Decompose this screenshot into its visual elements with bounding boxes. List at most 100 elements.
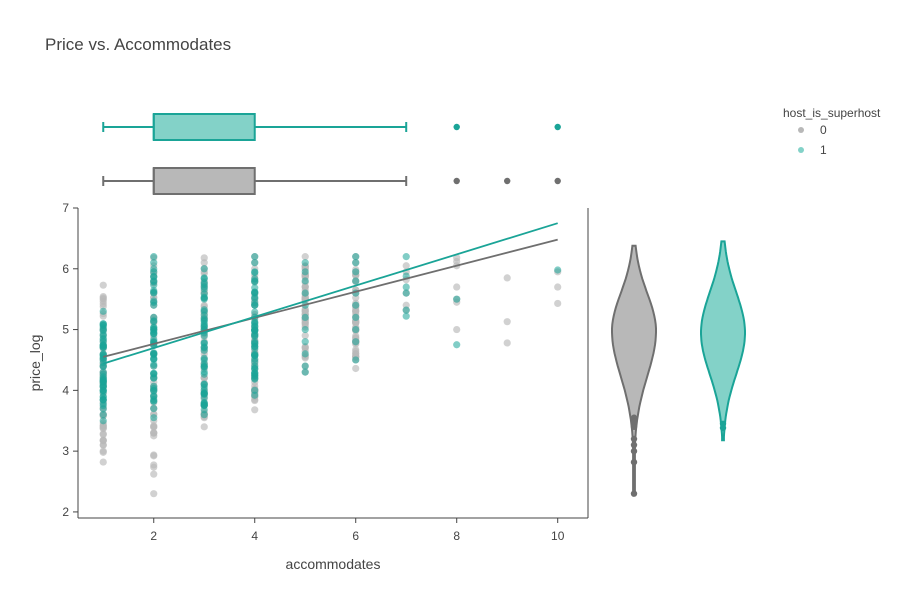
- data-point-series-0: [352, 345, 360, 354]
- marginal-violin-plots: [611, 240, 746, 497]
- data-point-series-1: [99, 307, 107, 315]
- data-point-series-1: [200, 400, 208, 408]
- data-point-series-1: [251, 322, 259, 330]
- data-point-series-1: [99, 343, 107, 351]
- violin-body-series-0: [611, 244, 657, 495]
- data-point-series-1: [251, 253, 259, 261]
- data-point-series-1: [200, 370, 208, 378]
- trend-lines: [102, 222, 558, 365]
- data-point-series-1: [150, 336, 158, 344]
- data-point-series-0: [301, 332, 309, 340]
- axes: 2 4 6 8 10 2 3 4 5 6 7: [62, 201, 589, 543]
- legend-marker-1: [798, 147, 804, 153]
- data-point-series-1: [150, 265, 158, 273]
- data-point-series-1: [200, 274, 208, 283]
- marginal-box-plots: [102, 113, 561, 195]
- chart-title: Price vs. Accommodates: [45, 35, 231, 54]
- data-point-series-0: [150, 490, 158, 498]
- data-point-series-1: [301, 338, 309, 346]
- x-tick-label: 6: [352, 529, 359, 543]
- data-point-series-1: [99, 320, 107, 328]
- data-point-series-1: [301, 289, 309, 297]
- data-point-series-1: [352, 301, 360, 309]
- data-point-series-1: [251, 391, 259, 399]
- data-point-series-1: [150, 259, 158, 267]
- data-point-series-1: [453, 341, 461, 349]
- data-point-series-0: [503, 339, 511, 347]
- box-outlier-series-0: [504, 177, 511, 185]
- violin-outlier-series-0: [630, 418, 638, 426]
- data-point-series-1: [150, 253, 158, 261]
- data-point-series-1: [200, 306, 208, 314]
- violin-outlier-series-0: [630, 423, 638, 431]
- x-axis-label: accommodates: [286, 556, 381, 572]
- data-point-series-1: [251, 278, 259, 286]
- legend[interactable]: host_is_superhost 0 1: [783, 106, 881, 157]
- data-point-series-1: [251, 268, 259, 277]
- data-point-series-1: [301, 277, 309, 285]
- data-point-series-1: [352, 268, 360, 276]
- data-point-series-1: [352, 259, 360, 267]
- legend-label-0: 0: [820, 123, 827, 137]
- data-point-series-1: [200, 311, 208, 319]
- data-point-series-1: [99, 417, 107, 425]
- violin-outlier-series-1: [719, 424, 727, 432]
- data-point-series-1: [99, 396, 107, 404]
- data-point-series-1: [251, 339, 259, 347]
- data-point-series-1: [150, 330, 158, 338]
- data-point-series-1: [200, 293, 208, 301]
- data-point-series-0: [453, 325, 461, 334]
- data-point-series-1: [99, 363, 107, 371]
- data-point-series-1: [99, 411, 107, 419]
- data-point-series-1: [150, 278, 158, 286]
- data-point-series-1: [150, 382, 158, 390]
- x-tick-label: 10: [551, 529, 565, 543]
- data-point-series-1: [352, 356, 360, 364]
- data-point-series-1: [301, 368, 309, 376]
- data-point-series-1: [150, 374, 158, 382]
- y-tick-label: 4: [62, 383, 69, 397]
- x-tick-label: 2: [150, 529, 157, 543]
- data-point-series-1: [150, 360, 158, 369]
- data-point-series-1: [150, 288, 158, 296]
- data-point-series-0: [352, 364, 360, 373]
- legend-item-1[interactable]: 1: [798, 143, 827, 157]
- data-point-series-1: [301, 350, 309, 358]
- data-point-series-1: [251, 332, 259, 340]
- y-axis-label: price_log: [27, 335, 43, 392]
- data-point-series-1: [150, 272, 158, 281]
- data-point-series-1: [453, 295, 461, 303]
- data-point-series-1: [150, 414, 158, 422]
- data-point-series-1: [402, 283, 410, 291]
- box-outlier-series-1: [554, 123, 561, 131]
- data-point-series-1: [402, 312, 410, 320]
- data-point-series-1: [150, 355, 158, 363]
- data-point-series-0: [150, 470, 158, 478]
- violin-outlier-series-0: [630, 458, 638, 466]
- data-point-series-1: [251, 344, 259, 353]
- data-point-series-1: [200, 360, 208, 368]
- box-outlier-series-1: [453, 123, 460, 131]
- data-point-series-1: [200, 411, 208, 419]
- legend-marker-0: [798, 127, 804, 133]
- y-tick-label: 7: [62, 201, 69, 215]
- legend-label-1: 1: [820, 143, 827, 157]
- violin-outlier-series-0: [630, 447, 638, 455]
- data-point-series-0: [301, 253, 309, 261]
- legend-item-0[interactable]: 0: [798, 123, 827, 137]
- data-point-series-0: [99, 458, 107, 466]
- data-point-series-0: [554, 299, 562, 308]
- data-point-series-1: [200, 346, 208, 354]
- data-point-series-0: [453, 283, 461, 291]
- data-point-series-1: [301, 362, 309, 370]
- data-point-series-1: [200, 393, 208, 402]
- data-point-series-1: [301, 259, 309, 267]
- trend-line-series-0: [103, 238, 558, 358]
- y-tick-label: 3: [62, 444, 69, 458]
- data-point-series-1: [99, 335, 107, 344]
- data-point-series-0: [99, 441, 107, 449]
- data-point-series-1: [301, 313, 309, 322]
- data-point-series-1: [150, 317, 158, 325]
- data-point-series-1: [301, 268, 309, 276]
